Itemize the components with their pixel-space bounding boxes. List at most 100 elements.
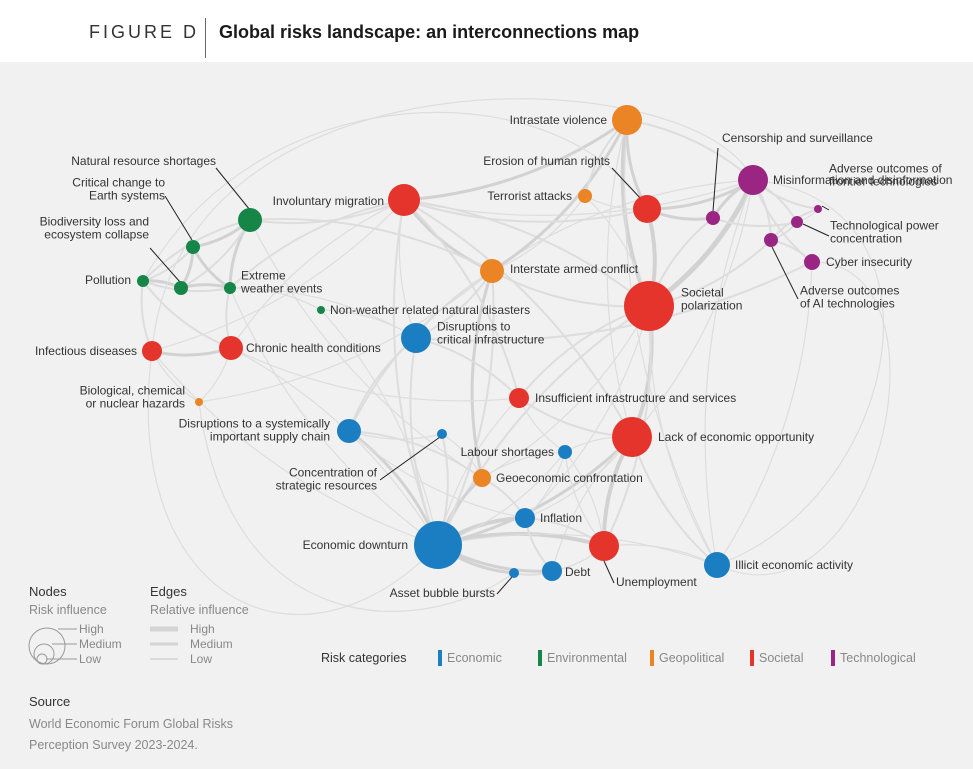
node-label-techpower: Technological power concentration — [830, 219, 939, 246]
legend-edge-high-label: High — [190, 622, 215, 636]
node-econ_opp — [612, 417, 652, 457]
node-label-migration: Involuntary migration — [273, 194, 384, 208]
node-label-biodiv: Biodiversity loss and ecosystem collapse — [40, 215, 150, 242]
node-polarization — [624, 281, 674, 331]
edge-econ_opp-migration — [403, 199, 633, 438]
node-label-downturn: Economic downturn — [303, 538, 408, 552]
leader-earth — [164, 195, 193, 241]
figure-label: FIGURE D — [89, 22, 200, 42]
node-label-disrupt_infra: Disruptions to critical infrastructure — [437, 320, 545, 347]
edge-interstate-migration — [402, 198, 494, 273]
node-label-line: Natural resource shortages — [71, 154, 216, 168]
node-debt — [542, 561, 562, 581]
node-label-line: Biodiversity loss and — [40, 215, 149, 229]
legend-node-high-label: High — [79, 622, 104, 636]
node-biodiv — [174, 281, 188, 295]
node-label-line: Illicit economic activity — [735, 558, 853, 572]
edge-migration-insuff_infra — [403, 199, 520, 399]
node-label-natres: Natural resource shortages — [71, 154, 216, 168]
leader-unemployment — [603, 560, 615, 584]
leader-bubble — [496, 576, 513, 595]
node-label-line: Societal — [681, 286, 724, 300]
leader-concentration — [379, 436, 441, 481]
node-label-frontier: Adverse outcomes of frontier technologies — [829, 162, 942, 189]
legend-edges-title: Edges — [150, 584, 187, 599]
edge-outer-arc-0 — [151, 98, 754, 352]
edge-downturn-interstate — [437, 270, 495, 546]
node-intrastate — [612, 105, 642, 135]
node-label-line: or nuclear hazards — [86, 397, 185, 411]
node-adv_ai — [764, 233, 778, 247]
node-natres — [238, 208, 262, 232]
node-label-line: of AI technologies — [800, 297, 895, 311]
node-label-line: Concentration of — [289, 466, 378, 480]
leader-lines-layer — [149, 147, 830, 595]
node-label-line: Technological power — [830, 219, 939, 233]
node-label-terrorist: Terrorist attacks — [487, 189, 572, 203]
node-label-line: Debt — [565, 565, 591, 579]
edge-downturn-extreme — [229, 287, 439, 546]
edge-migration-chronic — [230, 199, 405, 349]
legend-categories-title: Risk categories — [321, 651, 406, 665]
node-label-geoecon: Geoeconomic confrontation — [496, 471, 643, 485]
node-label-line: Terrorist attacks — [487, 189, 572, 203]
legend-swatch-environmental — [538, 650, 542, 666]
node-label-illicit: Illicit economic activity — [735, 558, 853, 572]
node-label-line: Insufficient infrastructure and services — [535, 391, 736, 405]
node-label-line: Adverse outcomes of — [829, 162, 942, 176]
node-label-line: Censorship and surveillance — [722, 131, 873, 145]
node-label-infectious: Infectious diseases — [35, 344, 137, 358]
leader-natres — [215, 167, 251, 211]
node-interstate — [480, 259, 504, 283]
map-panel — [0, 62, 973, 769]
node-migration — [388, 184, 420, 216]
node-label-line: Extreme — [241, 269, 286, 283]
edge-earth-pollution — [142, 246, 194, 282]
edge-migration-infectious — [151, 199, 405, 352]
node-label-line: Involuntary migration — [273, 194, 384, 208]
node-label-line: Misinformation and disinformation — [773, 173, 952, 187]
node-label-line: Chronic health conditions — [246, 341, 381, 355]
header-divider — [205, 18, 206, 58]
edge-natres-geoecon — [249, 219, 483, 479]
node-disrupt_infra — [401, 323, 431, 353]
edge-biodiv-extreme — [179, 283, 232, 290]
node-illicit — [704, 552, 730, 578]
edge-insuff_infra-chronic — [230, 347, 520, 402]
node-label-line: Critical change to — [72, 176, 165, 190]
node-label-chronic: Chronic health conditions — [246, 341, 381, 355]
node-label-line: Erosion of human rights — [483, 154, 610, 168]
node-label-unemployment: Unemployment — [616, 575, 697, 589]
node-extreme — [224, 282, 236, 294]
legend-swatch-economic — [438, 650, 442, 666]
legend-nodes-subtitle: Risk influence — [29, 603, 107, 617]
legend-node-low — [36, 653, 48, 665]
edge-downturn-migration — [392, 199, 439, 546]
node-unemployment — [589, 531, 619, 561]
node-label-line: critical infrastructure — [437, 333, 545, 347]
node-geoecon — [473, 469, 491, 487]
node-label-line: Intrastate violence — [510, 113, 608, 127]
node-label-pollution: Pollution — [85, 273, 131, 287]
edge-polarization-inflation — [524, 305, 650, 519]
node-techpower — [791, 216, 803, 228]
node-label-inflation: Inflation — [540, 511, 582, 525]
edge-outer-arc-5 — [716, 261, 891, 576]
edge-insuff_infra-labour — [518, 397, 566, 453]
edge-cyber-disrupt_infra — [415, 261, 813, 342]
node-label-polarization: Societal polarization — [681, 286, 742, 313]
node-label-censorship: Censorship and surveillance — [722, 131, 873, 145]
node-label-line: concentration — [830, 232, 902, 246]
node-nonweather — [317, 306, 325, 314]
edge-econ_opp-intrastate — [606, 119, 633, 438]
edge-disrupt_infra-insuff_infra — [415, 337, 520, 399]
node-human_rights — [633, 195, 661, 223]
leader-censorship — [712, 147, 719, 212]
legend-swatch-societal — [750, 650, 754, 666]
node-labour — [558, 445, 572, 459]
node-label-line: Cyber insecurity — [826, 255, 912, 269]
edge-interstate-terrorist — [491, 195, 586, 272]
node-label-line: Geoeconomic confrontation — [496, 471, 643, 485]
edge-illicit-intrastate — [623, 119, 718, 566]
node-label-line: weather events — [240, 282, 322, 296]
